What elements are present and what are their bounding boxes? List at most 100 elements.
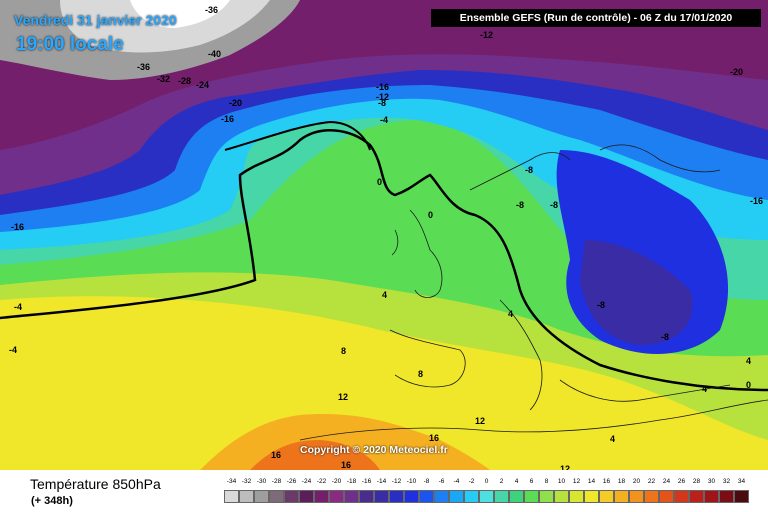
legend-tick-label: -16 bbox=[361, 478, 372, 485]
legend-swatch bbox=[449, 490, 464, 503]
legend-swatch bbox=[554, 490, 569, 503]
temperature-850hpa-field: -36 -40 -36 -32 -28 -24 -20 -16 -12 -16 … bbox=[0, 0, 768, 470]
legend-swatch bbox=[239, 490, 254, 503]
map-label: 12 bbox=[475, 416, 485, 426]
map-label: -36 bbox=[137, 62, 150, 72]
legend-tick-label: -34 bbox=[226, 478, 237, 485]
legend-tick-label: -18 bbox=[346, 478, 357, 485]
legend-swatch bbox=[269, 490, 284, 503]
map-label: 16 bbox=[271, 450, 281, 460]
legend-tick-label: -2 bbox=[468, 478, 475, 485]
legend-swatch bbox=[704, 490, 719, 503]
legend-swatch bbox=[734, 490, 749, 503]
legend-swatch bbox=[434, 490, 449, 503]
band-m40c bbox=[130, 0, 230, 28]
band-20c bbox=[250, 440, 380, 470]
copyright-text: Copyright © 2020 Meteociel.fr bbox=[300, 444, 448, 456]
legend-tick-label: -14 bbox=[376, 478, 387, 485]
forecast-date: Vendredi 31 janvier 2020 bbox=[14, 12, 177, 28]
legend-swatch bbox=[299, 490, 314, 503]
legend-tick-label: -32 bbox=[241, 478, 252, 485]
legend-tick-label: 32 bbox=[722, 478, 731, 485]
map-label: 16 bbox=[341, 460, 351, 470]
map-label: 16 bbox=[429, 433, 439, 443]
legend-ticks: -34 -32 -30 -28 -26 -24 -22 -20 -18 -16 -14 -12 -10-… bbox=[224, 478, 752, 489]
map-label: -24 bbox=[196, 80, 209, 90]
legend-tick-label: 8 bbox=[544, 478, 549, 485]
map-label: -4 bbox=[380, 115, 388, 125]
legend-tick-label: -10 bbox=[406, 478, 417, 485]
map-label: -40 bbox=[208, 49, 221, 59]
legend-swatch bbox=[419, 490, 434, 503]
map-label: -12 bbox=[480, 30, 493, 40]
legend-tick-label: 18 bbox=[617, 478, 626, 485]
legend-tick-label: -6 bbox=[438, 478, 445, 485]
map-label: 4 bbox=[508, 309, 513, 319]
legend-tick-label: -8 bbox=[423, 478, 430, 485]
legend-tick-label: 14 bbox=[587, 478, 596, 485]
legend-tick-label: 12 bbox=[572, 478, 581, 485]
legend-swatch bbox=[479, 490, 494, 503]
legend-tick-label: -24 bbox=[301, 478, 312, 485]
map-label: -28 bbox=[178, 76, 191, 86]
map-label: -4 bbox=[14, 302, 22, 312]
legend-tick-label: 4 bbox=[514, 478, 519, 485]
legend-tick-label: -4 bbox=[453, 478, 460, 485]
legend-bar bbox=[224, 490, 749, 504]
map-label: -20 bbox=[730, 67, 743, 77]
map-label: 8 bbox=[341, 346, 346, 356]
map-label: -16 bbox=[221, 114, 234, 124]
legend-swatch bbox=[224, 490, 239, 503]
map-label: 8 bbox=[418, 369, 423, 379]
map-label: 12 bbox=[560, 464, 570, 470]
coastlines bbox=[299, 144, 768, 441]
map-label: -16 bbox=[376, 82, 389, 92]
isotherm-0c-north bbox=[224, 120, 371, 151]
legend-swatch bbox=[689, 490, 704, 503]
legend-tick-label: 10 bbox=[557, 478, 566, 485]
map-label: -36 bbox=[205, 5, 218, 15]
legend-swatch bbox=[359, 490, 374, 503]
legend-tick-label: 26 bbox=[677, 478, 686, 485]
map-label: 0 bbox=[746, 380, 751, 390]
legend-swatch bbox=[314, 490, 329, 503]
legend-swatch bbox=[659, 490, 674, 503]
legend-swatch bbox=[629, 490, 644, 503]
legend-swatch bbox=[374, 490, 389, 503]
legend-tick-label: -20 bbox=[331, 478, 342, 485]
legend-tick-label: 0 bbox=[484, 478, 489, 485]
legend-tick-label: 22 bbox=[647, 478, 656, 485]
legend-swatch bbox=[389, 490, 404, 503]
legend-tick-label: 30 bbox=[707, 478, 716, 485]
legend-swatch bbox=[584, 490, 599, 503]
map-label: 4 bbox=[610, 434, 615, 444]
map-label: 12 bbox=[338, 392, 348, 402]
legend-swatch bbox=[464, 490, 479, 503]
map-label: -8 bbox=[597, 300, 605, 310]
legend-tick-label: -12 bbox=[391, 478, 402, 485]
map-label: -8 bbox=[525, 165, 533, 175]
legend-tick-label: -26 bbox=[286, 478, 297, 485]
legend-tick-label: -22 bbox=[316, 478, 327, 485]
map-label: -8 bbox=[661, 332, 669, 342]
map-label: 0 bbox=[377, 177, 382, 187]
legend-swatch bbox=[344, 490, 359, 503]
footer-title: Température 850hPa bbox=[30, 476, 161, 492]
legend-swatch bbox=[494, 490, 509, 503]
legend-swatch bbox=[509, 490, 524, 503]
map-label: 4 bbox=[382, 290, 387, 300]
legend-tick-label: -30 bbox=[256, 478, 267, 485]
map-label: 0 bbox=[428, 210, 433, 220]
legend-tick-label: 6 bbox=[529, 478, 534, 485]
map-label: 4 bbox=[746, 356, 751, 366]
map-label: -8 bbox=[516, 200, 524, 210]
legend-swatch bbox=[404, 490, 419, 503]
legend-swatch bbox=[719, 490, 734, 503]
cold-pool-core bbox=[580, 240, 693, 345]
run-info: Ensemble GEFS (Run de contrôle) - 06 Z d… bbox=[431, 9, 761, 27]
legend-swatch bbox=[524, 490, 539, 503]
forecast-map: -36 -40 -36 -32 -28 -24 -20 -16 -12 -16 … bbox=[0, 0, 768, 470]
map-label: -4 bbox=[9, 345, 17, 355]
map-label: -8 bbox=[378, 98, 386, 108]
map-label: -16 bbox=[750, 196, 763, 206]
